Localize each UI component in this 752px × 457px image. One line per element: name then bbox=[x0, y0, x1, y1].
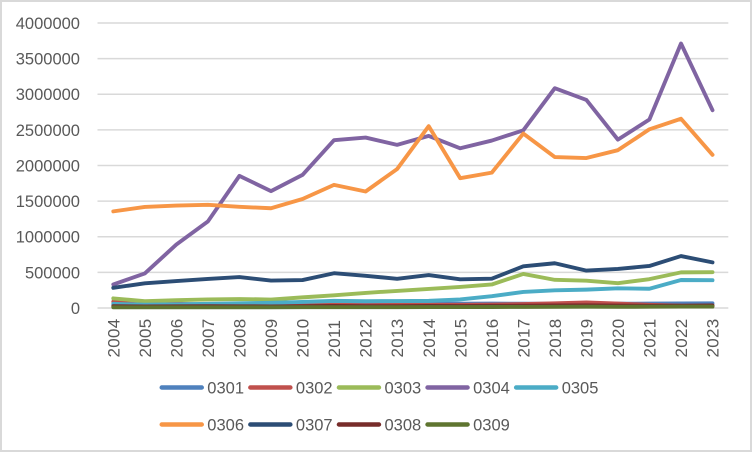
svg-text:2015: 2015 bbox=[451, 318, 470, 357]
svg-text:0306: 0306 bbox=[207, 416, 244, 434]
svg-text:2004: 2004 bbox=[104, 318, 123, 357]
svg-text:2008: 2008 bbox=[231, 318, 250, 357]
svg-text:0308: 0308 bbox=[385, 416, 422, 434]
svg-text:2500000: 2500000 bbox=[16, 122, 80, 140]
svg-text:2014: 2014 bbox=[420, 318, 439, 357]
svg-text:2022: 2022 bbox=[672, 318, 691, 357]
svg-text:0307: 0307 bbox=[296, 416, 333, 434]
svg-text:2007: 2007 bbox=[199, 318, 218, 357]
svg-text:2020: 2020 bbox=[609, 318, 628, 357]
svg-text:4000000: 4000000 bbox=[16, 15, 80, 33]
svg-text:2017: 2017 bbox=[514, 318, 533, 357]
svg-text:2006: 2006 bbox=[167, 318, 186, 357]
svg-text:0303: 0303 bbox=[385, 379, 422, 397]
svg-text:0304: 0304 bbox=[473, 379, 510, 397]
svg-text:2012: 2012 bbox=[357, 318, 376, 357]
svg-text:0: 0 bbox=[71, 300, 80, 318]
svg-text:0302: 0302 bbox=[296, 379, 333, 397]
svg-text:3500000: 3500000 bbox=[16, 51, 80, 69]
svg-text:0301: 0301 bbox=[207, 379, 244, 397]
svg-text:0309: 0309 bbox=[473, 416, 510, 434]
svg-text:1000000: 1000000 bbox=[16, 229, 80, 247]
svg-text:2016: 2016 bbox=[483, 318, 502, 357]
svg-text:2011: 2011 bbox=[325, 320, 344, 358]
svg-text:2000000: 2000000 bbox=[16, 157, 80, 175]
svg-text:2021: 2021 bbox=[641, 318, 660, 357]
svg-text:1500000: 1500000 bbox=[16, 193, 80, 211]
svg-text:2019: 2019 bbox=[577, 318, 596, 357]
svg-text:2005: 2005 bbox=[136, 318, 155, 357]
svg-text:0305: 0305 bbox=[562, 379, 599, 397]
svg-text:3000000: 3000000 bbox=[16, 86, 80, 104]
svg-text:500000: 500000 bbox=[25, 264, 80, 282]
svg-text:2023: 2023 bbox=[704, 318, 723, 357]
svg-text:2009: 2009 bbox=[262, 318, 281, 357]
svg-text:2018: 2018 bbox=[546, 318, 565, 357]
svg-text:2013: 2013 bbox=[388, 318, 407, 357]
svg-text:2010: 2010 bbox=[294, 318, 313, 357]
